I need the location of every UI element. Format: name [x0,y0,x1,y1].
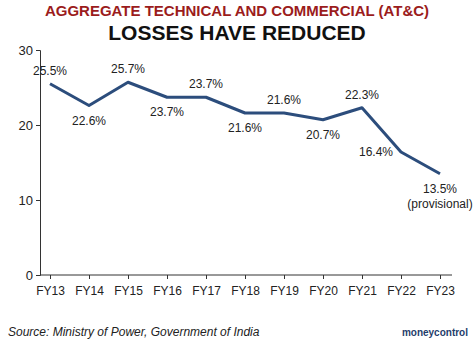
x-tick-label: FY14 [75,284,104,298]
data-label: 25.5% [33,64,67,78]
data-label: 16.4% [359,145,393,159]
x-tick-mark [89,275,90,279]
x-tick-label: FY17 [192,284,221,298]
data-label: 23.7% [150,105,184,119]
y-tick-label: 30 [19,43,33,58]
x-tick-mark [245,275,246,279]
x-tick-label: FY22 [387,284,416,298]
y-tick: 10 [19,193,40,208]
x-tick: FY20 [309,275,338,298]
y-tick-label: 10 [19,193,33,208]
plot-area [50,82,440,174]
x-tick-mark [401,275,402,279]
x-tick-label: FY15 [114,284,143,298]
x-tick: FY15 [114,275,143,298]
x-tick: FY16 [153,275,182,298]
data-label: 13.5% [423,182,457,196]
x-tick: FY22 [387,275,416,298]
title: AGGREGATE TECHNICAL AND COMMERCIAL (AT&C… [45,2,429,19]
data-label: 22.3% [345,88,379,102]
x-tick-mark [362,275,363,279]
x-tick-label: FY21 [348,284,377,298]
x-tick-label: FY16 [153,284,182,298]
x-axis: FY13 FY14 FY15 FY16 FY17 FY18 FY19 FY20 FY21 FY22… [36,275,455,298]
y-tick: 0 [26,268,40,283]
x-tick: FY18 [231,275,260,298]
data-label: 22.6% [72,114,106,128]
subtitle: LOSSES HAVE REDUCED [108,21,366,44]
data-label: 23.7% [189,77,223,91]
x-tick-mark [50,275,51,279]
x-tick-mark [284,275,285,279]
x-tick-label: FY18 [231,284,260,298]
annotation: (provisional) [407,197,472,211]
x-tick-mark [167,275,168,279]
y-tick-label: 0 [26,268,33,283]
x-tick: FY19 [270,275,299,298]
data-label: 20.7% [306,128,340,142]
brand: moneycontrol [402,327,468,338]
x-tick-mark [128,275,129,279]
x-tick-label: FY13 [36,284,65,298]
data-label: 21.6% [267,93,301,107]
x-tick: FY23 [426,275,455,298]
x-tick-label: FY19 [270,284,299,298]
background [0,0,474,352]
data-labels: 25.5% 22.6% 25.7% 23.7% 23.7% 21.6% 21.6% 20.7%… [33,62,457,196]
x-tick-label: FY20 [309,284,338,298]
y-tick-mark [36,50,40,51]
source: Source: Ministry of Power, Government of… [8,325,260,339]
data-label: 25.7% [111,62,145,76]
y-tick-mark [36,275,40,276]
x-tick: FY13 [36,275,65,298]
data-label: 21.6% [228,121,262,135]
y-tick: 20 [19,118,40,133]
x-tick-mark [323,275,324,279]
y-axis-line [36,51,41,276]
y-tick-mark [36,200,40,201]
line [50,82,440,174]
y-tick-label: 20 [19,118,33,133]
x-tick: FY14 [75,275,104,298]
x-tick-mark [206,275,207,279]
y-tick: 30 [19,43,40,58]
y-axis: 0 10 20 30 [19,43,41,283]
x-tick-mark [440,275,441,279]
y-tick-mark [36,125,40,126]
x-tick: FY17 [192,275,221,298]
x-tick: FY21 [348,275,377,298]
x-tick-label: FY23 [426,284,455,298]
